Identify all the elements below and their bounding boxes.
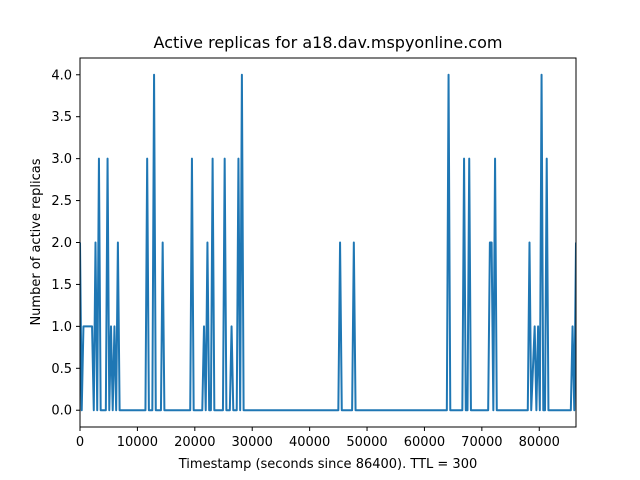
y-tick-label: 4.0 <box>51 68 72 83</box>
y-tick-label: 2.0 <box>51 236 72 251</box>
y-tick-label: 3.0 <box>51 152 72 167</box>
x-axis: 0 10000 20000 30000 40000 50000 60000 70000 8000… <box>76 427 560 450</box>
x-tick-label: 30000 <box>232 435 273 450</box>
x-tick-label: 80000 <box>519 435 560 450</box>
axes-frame <box>79 57 577 428</box>
x-tick-label: 50000 <box>346 435 387 450</box>
x-axis-label: Timestamp (seconds since 86400). TTL = 3… <box>178 457 478 472</box>
y-tick-label: 1.5 <box>51 278 72 293</box>
y-tick-label: 1.0 <box>51 320 72 335</box>
x-tick-label: 0 <box>76 435 84 450</box>
y-axis: 0.0 0.5 1.0 1.5 2.0 2.5 3.0 3.5 4.0 <box>51 68 80 419</box>
x-tick-label: 10000 <box>117 435 158 450</box>
y-tick-label: 3.5 <box>51 110 72 125</box>
x-tick-label: 60000 <box>404 435 445 450</box>
x-tick-label: 40000 <box>289 435 330 450</box>
y-tick-label: 0.0 <box>51 404 72 419</box>
series-line-active-replicas <box>80 73 576 412</box>
x-tick-label: 70000 <box>461 435 502 450</box>
y-tick-label: 0.5 <box>51 362 72 377</box>
chart-title: Active replicas for a18.dav.mspyonline.c… <box>154 33 503 52</box>
y-tick-label: 2.5 <box>51 194 72 209</box>
y-axis-label: Number of active replicas <box>29 158 44 325</box>
x-tick-label: 20000 <box>174 435 215 450</box>
plot-area <box>80 73 576 412</box>
